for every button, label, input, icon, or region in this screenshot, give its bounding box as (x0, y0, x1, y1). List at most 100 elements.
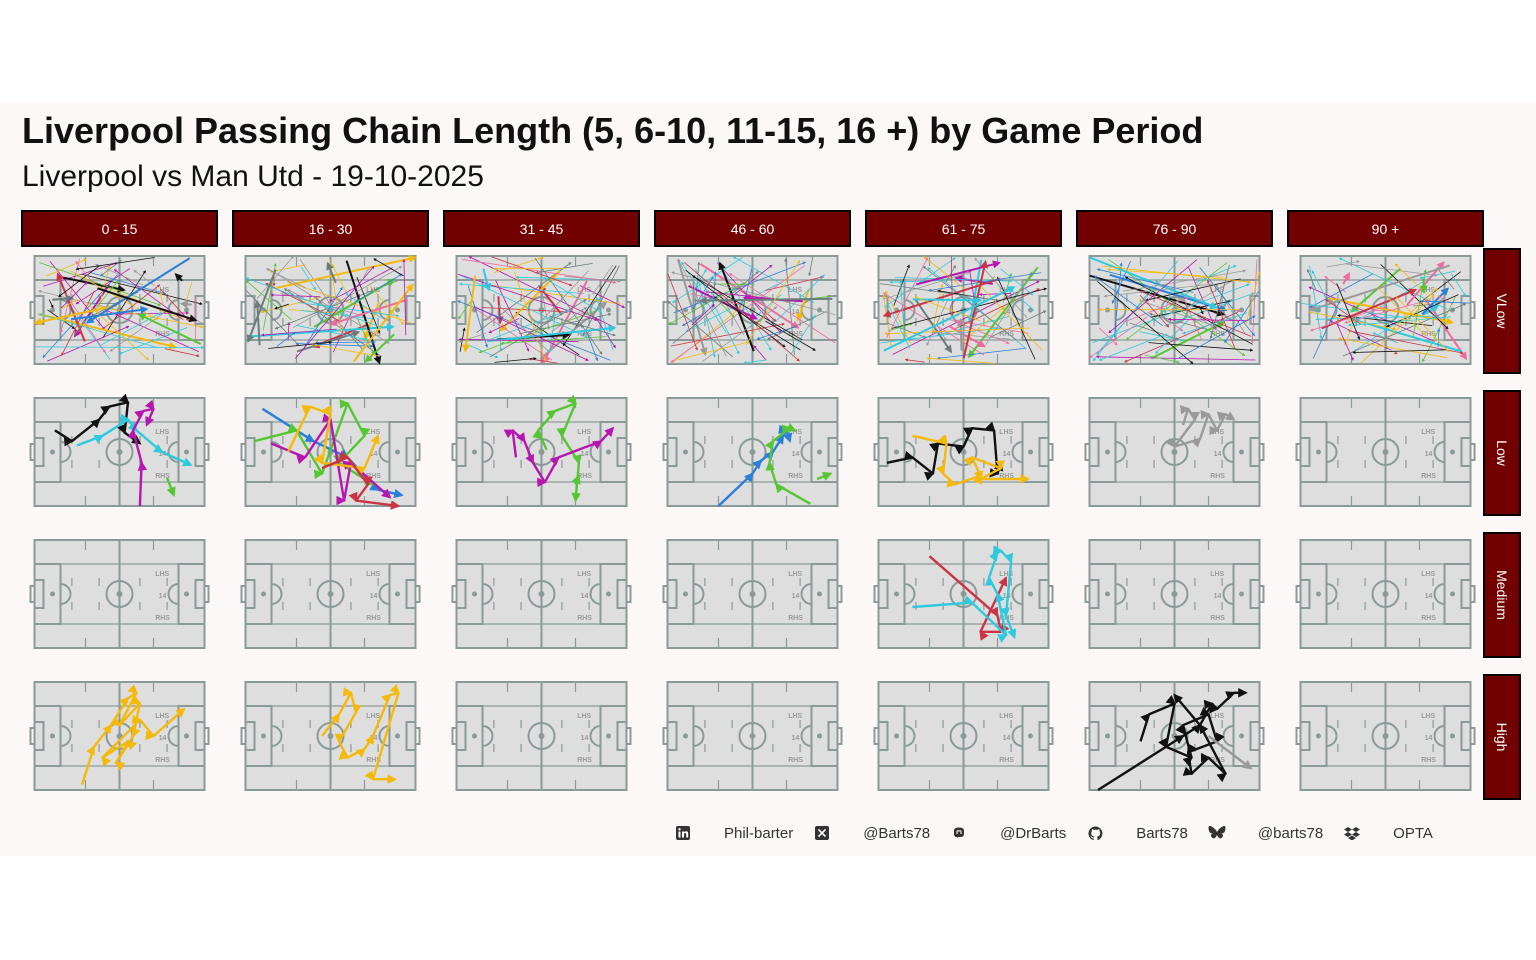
pitch-center-label: 14 (792, 593, 800, 600)
pass-chain (592, 264, 614, 295)
pass-chain (48, 299, 54, 309)
pass-chain (1336, 324, 1354, 361)
pitch-lhs-label: LHS (1210, 287, 1224, 294)
pass-chain (1360, 294, 1435, 364)
facet-cell (886, 421, 1031, 488)
pitch-lhs-label: LHS (366, 429, 380, 436)
pass-chain (1393, 351, 1398, 355)
pass-chain (245, 280, 292, 321)
pass-chain (753, 345, 767, 360)
pass-chain (743, 359, 767, 365)
pass-chain (362, 266, 370, 278)
pass-chain (52, 294, 74, 303)
pass-chain (923, 256, 965, 290)
pitch-center-label: 14 (1425, 451, 1433, 458)
pass-chain (692, 275, 803, 341)
pitch-rhs-label: RHS (1210, 615, 1225, 622)
column-label: 61 - 75 (942, 221, 986, 237)
pitch-rhs-label: RHS (788, 473, 803, 480)
x-icon (811, 822, 833, 844)
pass-chain (369, 285, 405, 326)
pass-chain (1123, 296, 1190, 323)
pass-chain (670, 265, 805, 363)
pass-chain (1245, 271, 1261, 326)
column-label: 0 - 15 (102, 221, 138, 237)
pass-chain (904, 358, 925, 363)
pass-chain (1124, 276, 1253, 345)
pass-chain (127, 399, 155, 507)
pass-chain (75, 261, 94, 284)
pass-chain (1329, 320, 1392, 351)
pass-chain (586, 332, 599, 362)
row-label: VLow (1494, 293, 1510, 329)
pitch-lhs-label: LHS (155, 571, 169, 578)
pass-chain (113, 269, 184, 320)
pass-chain (1199, 267, 1255, 337)
pass-chain (1089, 316, 1148, 358)
pitch-rhs-label: RHS (155, 473, 170, 480)
pitch-lhs-label: LHS (999, 571, 1013, 578)
pitch-lhs-label: LHS (1210, 713, 1224, 720)
pass-chain (936, 347, 1026, 360)
pass-chain (884, 327, 1030, 336)
chart-title: Liverpool Passing Chain Length (5, 6-10,… (22, 110, 1204, 151)
pass-chain (289, 309, 337, 315)
pitch-lhs-label: LHS (999, 429, 1013, 436)
pass-chain (670, 322, 785, 347)
pass-chain (280, 292, 366, 318)
pitch-lhs-label: LHS (577, 429, 591, 436)
pitch-rhs-label: RHS (577, 615, 592, 622)
pass-chain (80, 684, 186, 785)
pitch-lhs-label: LHS (1210, 571, 1224, 578)
pass-chain (489, 299, 587, 358)
column-label: 31 - 45 (520, 221, 564, 237)
pass-chain (967, 259, 983, 324)
credit-text: @DrBarts (1000, 824, 1067, 842)
chart-subtitle: Liverpool vs Man Utd - 19-10-2025 (22, 160, 484, 193)
pass-chain (402, 258, 407, 336)
pass-chain (886, 257, 928, 339)
pitch-rhs-label: RHS (1421, 331, 1436, 338)
pass-chain (790, 314, 816, 355)
pass-chain (1000, 268, 1034, 296)
pass-chain (764, 422, 811, 505)
pass-chain (1315, 315, 1440, 321)
pass-chain (997, 276, 1036, 360)
pass-chain (294, 265, 375, 359)
pass-chain (300, 266, 316, 291)
pitch-center-label: 14 (370, 593, 378, 600)
pitch-center-label: 14 (581, 593, 589, 600)
pass-chain (1163, 287, 1173, 314)
facet-cell (1166, 405, 1236, 449)
pass-chain (886, 322, 928, 339)
facet-cell (880, 256, 1048, 364)
pass-chain (1093, 275, 1163, 327)
pass-chain (164, 348, 200, 358)
pass-chain (912, 296, 983, 305)
facet-cell (321, 683, 400, 785)
pitch-rhs-label: RHS (788, 615, 803, 622)
pass-chain (1107, 258, 1246, 356)
pass-chain (1169, 320, 1184, 332)
row-label: High (1494, 723, 1510, 752)
pass-chain (534, 257, 603, 355)
pass-chain (1412, 269, 1427, 337)
pass-chain (1089, 274, 1226, 317)
pass-chain (932, 330, 1010, 340)
pass-chain (353, 283, 414, 363)
pass-chain (816, 471, 833, 481)
pass-chain (1098, 333, 1168, 361)
pass-chain (1309, 305, 1388, 332)
pass-chain (268, 340, 333, 349)
pass-chain (179, 300, 192, 309)
pass-chain (458, 300, 472, 320)
pass-chain (43, 262, 119, 287)
pass-chain (295, 324, 367, 341)
pass-chain (302, 286, 343, 350)
pass-chain (101, 284, 161, 331)
column-strip: 90 + (1287, 210, 1484, 247)
